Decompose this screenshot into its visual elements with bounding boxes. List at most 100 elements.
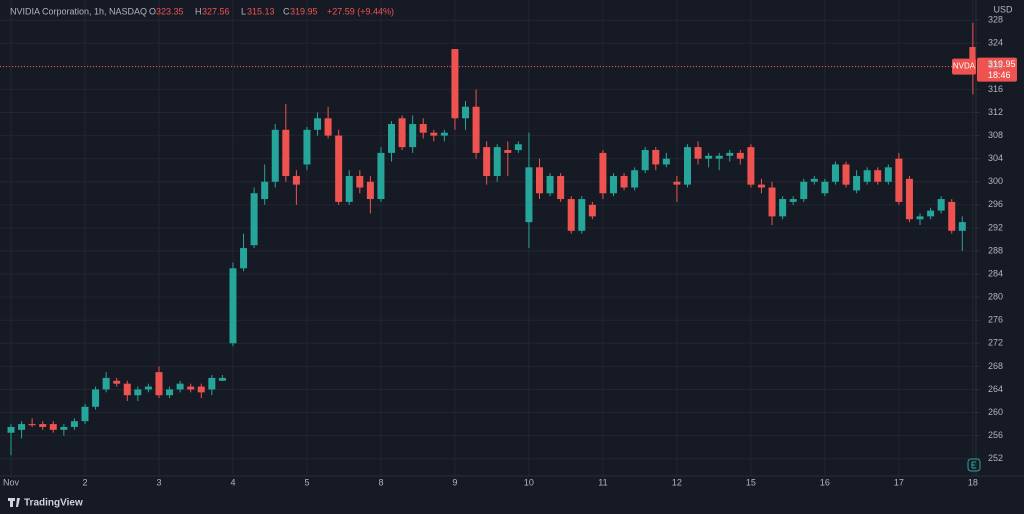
candle-body	[578, 199, 586, 231]
candle-body	[440, 132, 448, 136]
candle-body	[39, 424, 47, 427]
candle-body	[187, 386, 195, 390]
x-tick-label: 17	[894, 477, 904, 487]
candle-body	[768, 187, 776, 217]
candle-body	[567, 199, 575, 231]
candle-body	[176, 383, 184, 390]
x-tick-label: 2	[82, 477, 87, 487]
candle-body	[884, 167, 892, 182]
grid	[0, 0, 980, 476]
candle-body	[694, 147, 702, 159]
y-tick-label: 284	[988, 268, 1003, 278]
candle-body	[652, 150, 660, 165]
candle-body	[916, 216, 924, 220]
candle-body	[356, 175, 364, 188]
candle-body	[969, 47, 977, 67]
candle-body	[303, 129, 311, 165]
candle-body	[599, 152, 607, 194]
y-tick-label: 308	[988, 130, 1003, 140]
x-tick-label: 18	[968, 477, 978, 487]
candle-body	[49, 424, 57, 430]
earnings-icon[interactable]	[967, 458, 981, 472]
x-tick-label: 15	[746, 477, 756, 487]
candle-body	[895, 158, 903, 202]
x-tick-label: 9	[452, 477, 457, 487]
candle-body	[155, 372, 163, 396]
candle-body	[525, 167, 533, 223]
candle-body	[715, 155, 723, 159]
x-tick-label: 3	[156, 477, 161, 487]
price-tag: NVDA 319.95 18:46	[952, 57, 1017, 82]
candle-body	[282, 129, 290, 176]
candle-body	[388, 124, 396, 153]
candle-body	[757, 184, 765, 188]
x-tick-label: 4	[230, 477, 235, 487]
candle-body	[314, 118, 322, 130]
h-label: H	[195, 6, 202, 16]
last-price: 319.95	[988, 59, 1016, 69]
ticker-tag	[952, 58, 976, 75]
candle-body	[726, 152, 734, 156]
candle-body	[483, 147, 491, 176]
o-label: O	[149, 6, 156, 16]
candle-body	[229, 268, 237, 344]
candle-body	[7, 426, 15, 433]
candle-body	[144, 386, 152, 390]
y-tick-label: 280	[988, 292, 1003, 302]
candle-body	[620, 175, 628, 188]
candle-body	[28, 424, 36, 426]
candle-body	[504, 150, 512, 153]
candle-body	[557, 175, 565, 200]
candle-body	[810, 178, 818, 182]
candle-body	[60, 426, 68, 430]
y-tick-label: 316	[988, 84, 1003, 94]
x-tick-label: Nov	[3, 477, 20, 487]
c-label: C	[283, 6, 290, 16]
y-tick-label: 288	[988, 245, 1003, 255]
candle-body	[377, 152, 385, 200]
candle-body	[472, 106, 480, 153]
x-tick-label: 16	[820, 477, 830, 487]
candle-body	[398, 118, 406, 148]
candle-body	[546, 175, 554, 194]
x-tick-label: 11	[598, 477, 607, 487]
earnings-badge[interactable]	[967, 458, 981, 472]
y-tick-label: 328	[988, 15, 1003, 25]
x-tick-label: 10	[524, 477, 534, 487]
candle-body	[271, 129, 279, 182]
candle-body	[419, 124, 427, 133]
candle-body	[70, 421, 78, 427]
candles	[0, 22, 977, 456]
candle-body	[641, 150, 649, 171]
y-tick-label: 300	[988, 176, 1003, 186]
y-tick-label: 320	[988, 61, 1003, 71]
y-tick-label: 312	[988, 107, 1003, 117]
candle-body	[123, 383, 131, 396]
y-tick-label: 264	[988, 384, 1003, 394]
y-tick-label: 324	[988, 38, 1003, 48]
earnings-glyph	[971, 461, 976, 469]
candle-body	[292, 175, 300, 185]
symbol: NVIDIA Corporation, 1h, NASDAQ	[10, 6, 147, 16]
x-tick-label: 12	[672, 477, 682, 487]
candle-body	[345, 175, 353, 202]
candle-body	[536, 167, 543, 194]
y-tick-label: 296	[988, 199, 1003, 209]
candle-body	[409, 124, 417, 148]
y-tick-label: 272	[988, 338, 1003, 348]
y-tick-label: 276	[988, 315, 1003, 325]
legend-header: NVIDIA Corporation, 1h, NASDAQ O 323.35 …	[10, 6, 394, 16]
c-value: 319.95	[290, 6, 318, 16]
price-tag-box	[977, 57, 1017, 82]
x-tick-label: 5	[304, 477, 309, 487]
y-tick-label: 292	[988, 222, 1003, 232]
candle-body	[673, 181, 681, 185]
change: +27.59 (+9.44%)	[327, 6, 394, 16]
candle-body	[102, 377, 110, 390]
brand-logo	[8, 498, 20, 507]
candle-body	[842, 164, 850, 185]
y-tick-label: 260	[988, 407, 1003, 417]
candle-body	[218, 377, 226, 381]
